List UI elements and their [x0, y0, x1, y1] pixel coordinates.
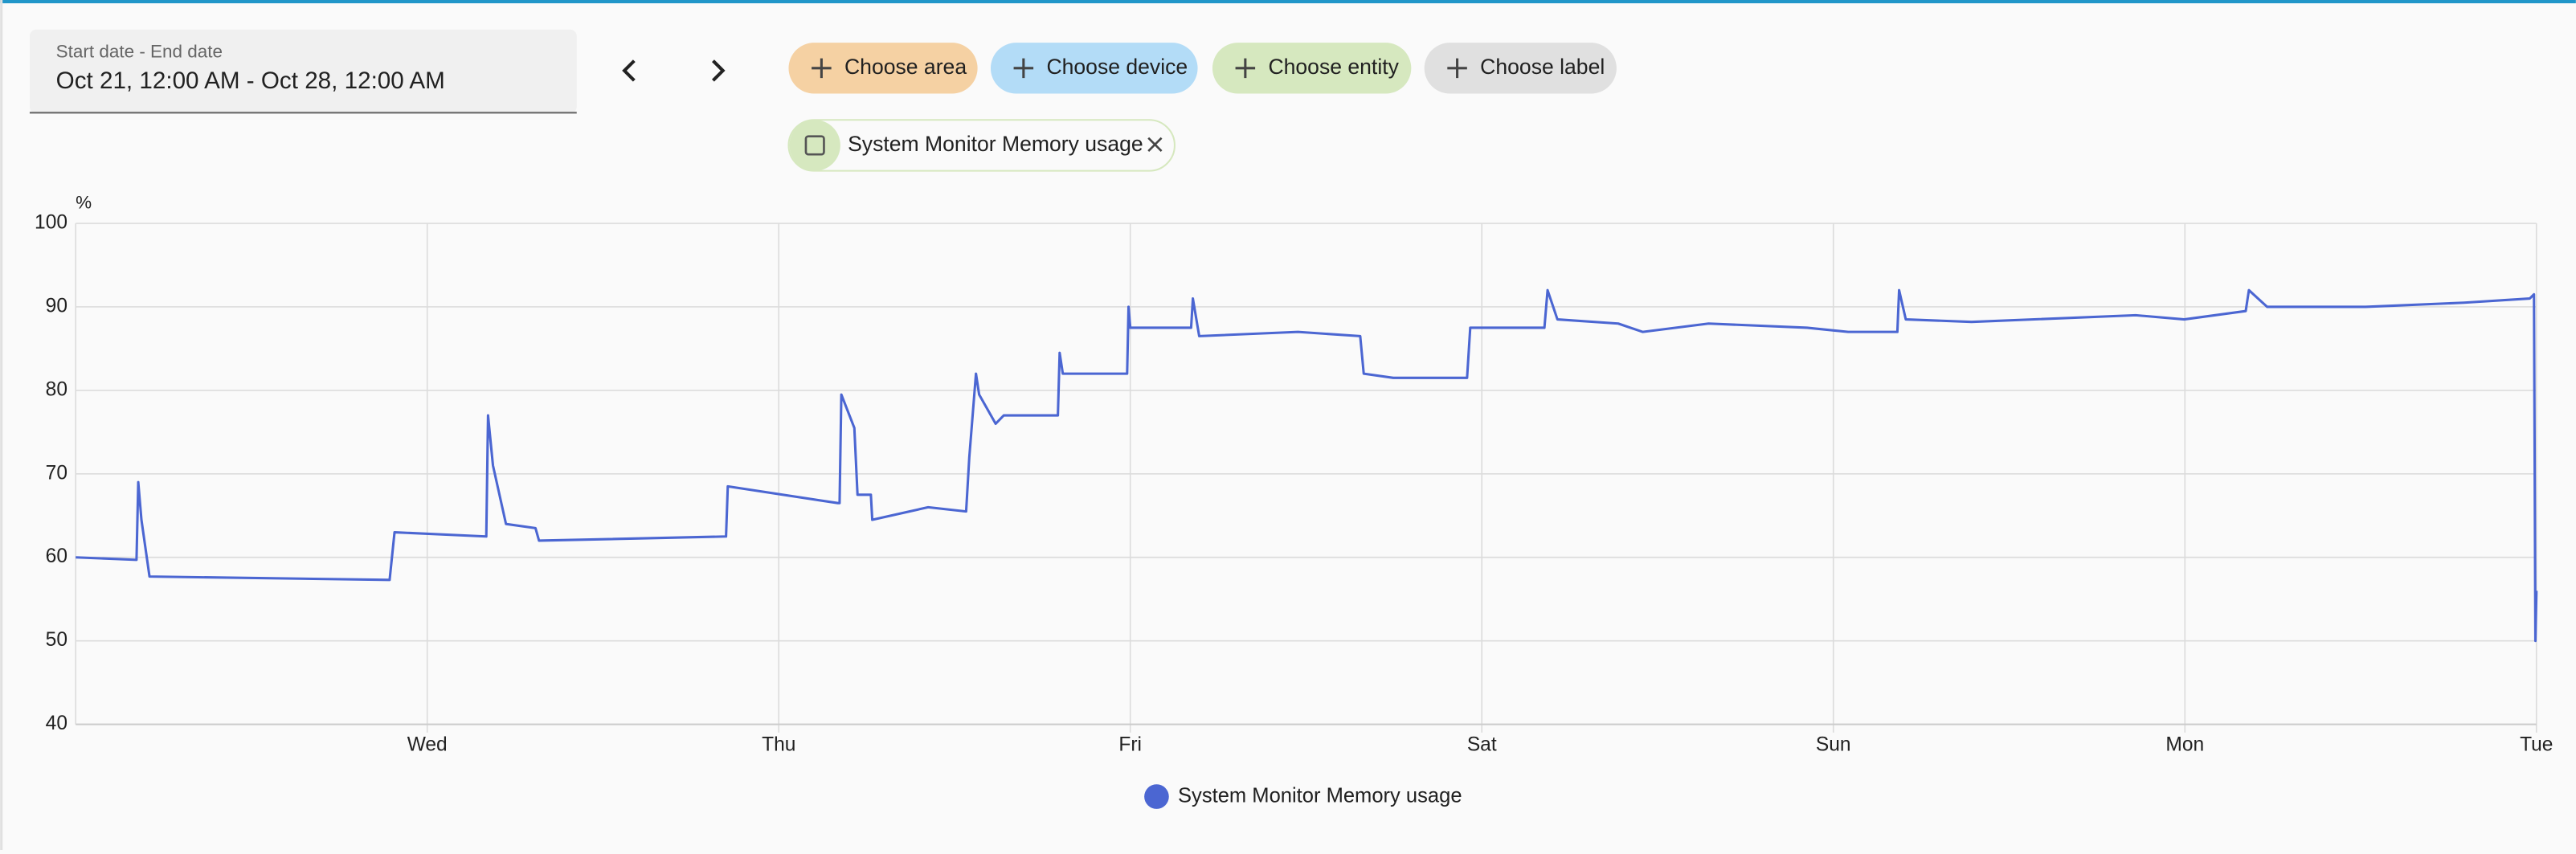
- y-tick-label: 50: [46, 629, 67, 651]
- chip-label: System Monitor Memory usage: [848, 132, 1143, 156]
- date-field[interactable]: [29, 29, 577, 114]
- x-tick-label: Sat: [1467, 734, 1497, 756]
- filter-chip-label: Choose area: [844, 55, 967, 79]
- y-tick-label: 80: [46, 378, 67, 400]
- plus-icon: [1013, 58, 1034, 79]
- left-border: [0, 0, 3, 850]
- legend-label[interactable]: System Monitor Memory usage: [1178, 784, 1462, 807]
- y-tick-label: 60: [46, 545, 67, 567]
- date-picker[interactable]: Start date - End date Oct 21, 12:00 AM -…: [29, 29, 577, 114]
- x-tick-label: Thu: [762, 734, 795, 756]
- next-button[interactable]: [711, 59, 726, 82]
- chip-outline: [787, 119, 1176, 172]
- y-tick-label: 40: [46, 713, 67, 734]
- filter-chip-label: Choose device: [1046, 55, 1188, 79]
- date-underline: [29, 112, 577, 114]
- legend-marker[interactable]: [1144, 784, 1169, 809]
- filter-chip-label: Choose entity: [1268, 55, 1399, 79]
- plus-icon: [1447, 58, 1467, 79]
- prev-button[interactable]: [622, 59, 636, 82]
- chip-remove[interactable]: [1147, 137, 1163, 153]
- chip-icon-bg: [789, 120, 840, 171]
- y-tick-label: 100: [35, 212, 67, 234]
- filter-chip[interactable]: [1424, 43, 1617, 94]
- filter-chip-label: Choose label: [1480, 55, 1605, 79]
- x-tick-label: Tue: [2520, 734, 2553, 756]
- date-label: Start date - End date: [56, 41, 223, 61]
- top-bar: [0, 0, 2576, 4]
- chip-icon: [804, 135, 825, 156]
- y-tick-label: 90: [46, 295, 67, 317]
- filter-chip[interactable]: [990, 43, 1198, 94]
- y-tick-label: 70: [46, 462, 67, 484]
- x-tick-label: Wed: [407, 734, 448, 756]
- x-tick-label: Mon: [2165, 734, 2204, 756]
- data-line: [76, 288, 2538, 643]
- x-tick-label: Sun: [1816, 734, 1851, 756]
- plus-icon: [812, 58, 832, 79]
- plus-icon: [1235, 58, 1256, 79]
- y-unit: %: [76, 192, 92, 212]
- filter-chip[interactable]: [1212, 43, 1412, 94]
- filter-chip[interactable]: [788, 43, 978, 94]
- x-tick-label: Fri: [1118, 734, 1142, 756]
- date-value: Oct 21, 12:00 AM - Oct 28, 12:00 AM: [56, 67, 445, 94]
- selected-chip[interactable]: System Monitor Memory usage: [787, 119, 1176, 172]
